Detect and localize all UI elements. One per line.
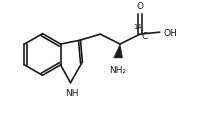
- Text: NH₂: NH₂: [110, 65, 127, 74]
- Text: NH: NH: [65, 88, 78, 97]
- Text: C: C: [142, 31, 148, 40]
- Text: O: O: [136, 2, 143, 11]
- Text: OH: OH: [164, 28, 177, 37]
- Text: 14: 14: [134, 24, 142, 30]
- Polygon shape: [114, 45, 123, 58]
